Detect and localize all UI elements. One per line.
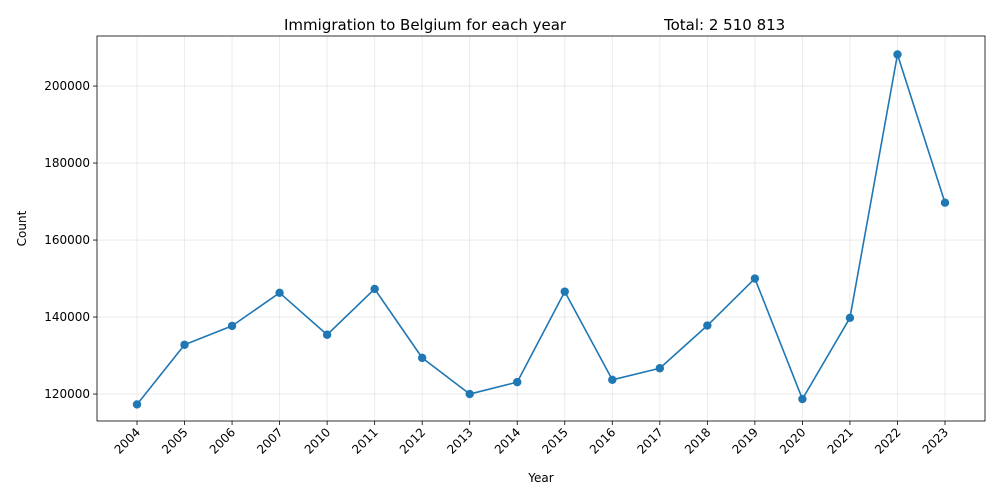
y-tick-label: 120000 xyxy=(44,387,90,401)
data-point xyxy=(227,321,237,331)
data-point xyxy=(370,284,379,294)
data-point xyxy=(750,274,760,283)
y-tick-label: 140000 xyxy=(44,310,90,324)
data-point xyxy=(608,375,617,385)
data-point xyxy=(322,330,332,339)
x-axis-label: Year xyxy=(527,471,553,485)
series-line xyxy=(136,53,946,405)
data-point xyxy=(275,288,284,297)
grid-lines xyxy=(97,36,985,421)
chart-subtitle: Total: 2 510 813 xyxy=(663,16,785,34)
data-point xyxy=(465,389,474,399)
data-point xyxy=(893,50,902,59)
y-tick-label: 200000 xyxy=(44,79,90,93)
data-point xyxy=(940,198,950,207)
y-tick-label: 160000 xyxy=(44,233,90,247)
chart-title: Immigration to Belgium for each year xyxy=(284,16,567,34)
data-point xyxy=(845,313,855,323)
data-point xyxy=(180,340,189,349)
data-point xyxy=(655,364,665,373)
plot-frame xyxy=(96,35,986,422)
series-layer xyxy=(132,50,950,409)
y-axis-label: Count xyxy=(15,210,29,246)
data-point xyxy=(417,353,427,363)
data-point xyxy=(560,287,569,296)
data-point xyxy=(513,377,522,387)
data-point xyxy=(798,394,807,404)
data-point xyxy=(132,400,142,409)
data-point xyxy=(703,321,712,330)
y-tick-label: 180000 xyxy=(44,156,90,170)
